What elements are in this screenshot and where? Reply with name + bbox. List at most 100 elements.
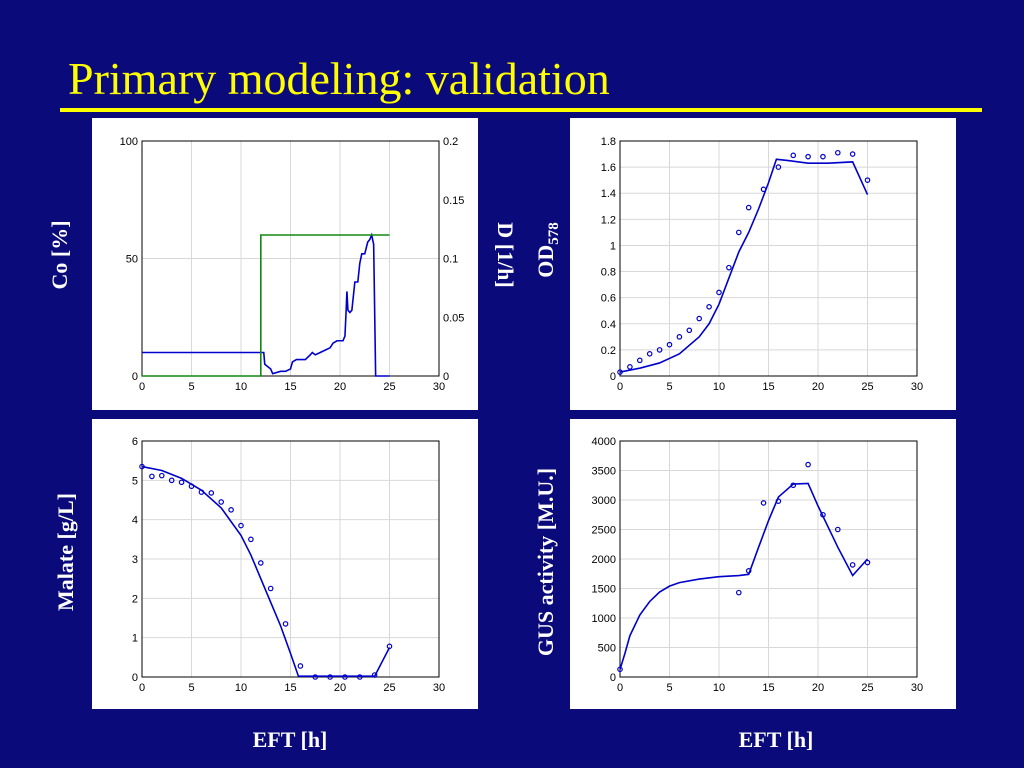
data-point — [218, 499, 225, 505]
y-tick-label: 3500 — [592, 466, 616, 478]
data-point — [834, 526, 841, 533]
x-tick-label: 20 — [812, 381, 824, 393]
y-tick-label: 1.6 — [601, 162, 616, 174]
data-point — [834, 149, 841, 156]
y-tick-label: 500 — [598, 643, 616, 655]
data-point — [617, 369, 623, 375]
data-point — [790, 482, 797, 489]
data-point — [790, 152, 797, 159]
data-point — [864, 559, 871, 566]
data-point — [745, 204, 752, 211]
x-tick-label: 0 — [617, 381, 623, 393]
x-tick-label: 5 — [188, 682, 194, 694]
x-tick-label: 30 — [433, 682, 445, 694]
panel-malate: 0 5 10 15 20 25 30 0 1 2 3 4 5 6 — [92, 419, 478, 709]
data-point — [168, 477, 175, 484]
co-axis-label: Co [%] — [47, 220, 72, 290]
x-tick-label: 25 — [383, 682, 395, 694]
data-point — [716, 289, 722, 296]
data-point — [178, 479, 185, 486]
data-point — [228, 507, 234, 513]
x-tick-label: 25 — [861, 682, 873, 694]
x-tick-label: 25 — [861, 381, 873, 393]
x-tick-label: 5 — [666, 381, 672, 393]
y-tick-label: 0.6 — [601, 293, 616, 305]
data-point — [686, 327, 693, 334]
model-line — [141, 465, 391, 678]
data-point — [775, 498, 782, 504]
panel-gus: 0 5 10 15 20 25 30 0 500 1000 1500 2000 2500 3000 3500… — [570, 419, 956, 709]
data-point — [706, 304, 712, 310]
y2-tick-label: 0.05 — [443, 312, 464, 324]
x-tick-label: 30 — [911, 381, 923, 393]
x-tick-label: 25 — [383, 381, 395, 393]
eft-axis-label-right: EFT [h] — [738, 727, 814, 752]
od578-axis-label: OD578 — [533, 222, 563, 278]
y2-tick-label: 0.1 — [443, 254, 458, 266]
malate-axis-label: Malate [g/L] — [53, 493, 78, 611]
data-point — [312, 674, 319, 680]
data-point — [149, 473, 155, 480]
data-point — [248, 536, 254, 543]
x-tick-label: 0 — [139, 381, 145, 393]
data-point — [386, 643, 393, 650]
data-point — [159, 472, 165, 479]
y-tick-label: 6 — [132, 436, 138, 448]
y2-tick-label: 0.2 — [443, 136, 458, 148]
y-tick-label: 2000 — [592, 554, 616, 566]
series-line-co — [142, 232, 390, 377]
data-point — [745, 568, 752, 574]
y-tick-label: 2500 — [592, 525, 616, 537]
y-tick-label: 4000 — [592, 436, 616, 448]
x-tick-label: 10 — [713, 381, 725, 393]
panel-od578: 0 5 10 15 20 25 30 0 0.2 0.4 0.6 0.8 1 1.2 1.4 1.6 1.8 — [570, 118, 956, 410]
plot-frame — [141, 440, 440, 678]
x-tick-label: 15 — [762, 381, 774, 393]
data-point — [760, 186, 767, 193]
data-point — [805, 461, 811, 468]
model-line — [619, 482, 869, 670]
gus-axis-label: GUS activity [M.U.] — [533, 467, 558, 657]
x-tick-label: 5 — [666, 682, 672, 694]
data-point — [736, 589, 742, 596]
data-point — [208, 490, 215, 496]
x-tick-label: 15 — [284, 682, 296, 694]
x-tick-label: 10 — [713, 682, 725, 694]
y-tick-label: 1000 — [592, 613, 616, 625]
data-point — [637, 357, 643, 364]
eft-axis-label-left: EFT [h] — [252, 727, 328, 752]
od578-chart: 0 5 10 15 20 25 30 0 0.2 0.4 0.6 0.8 1 1.2 1.4 1.6 1.8 — [601, 136, 923, 393]
data-point — [198, 489, 205, 495]
x-tick-label: 30 — [433, 381, 445, 393]
data-point — [864, 177, 871, 183]
y-tick-label: 0.4 — [601, 319, 616, 331]
y-tick-label: 5 — [132, 475, 138, 487]
data-point — [820, 511, 826, 518]
x-tick-label: 20 — [334, 381, 346, 393]
data-point — [238, 522, 244, 529]
plot-frame — [141, 140, 440, 377]
y2-tick-label: 0.15 — [443, 195, 464, 207]
data-point — [356, 674, 363, 680]
data-point — [617, 666, 623, 673]
x-tick-label: 20 — [334, 682, 346, 694]
y-tick-label: 50 — [126, 254, 138, 266]
panel-co-dilution: 0 5 10 15 20 25 30 0 50 100 0 0.05 0.1 0.15 0.2 — [92, 118, 478, 410]
y-tick-label: 0.2 — [601, 345, 616, 357]
data-point — [666, 341, 673, 348]
data-point — [342, 674, 348, 680]
data-point — [267, 585, 274, 592]
y-tick-label: 0 — [132, 672, 138, 684]
malate-chart: 0 5 10 15 20 25 30 0 1 2 3 4 5 6 — [132, 436, 445, 694]
x-tick-label: 15 — [762, 682, 774, 694]
data-point — [726, 264, 732, 271]
gus-chart: 0 5 10 15 20 25 30 0 500 1000 1500 2000 2500 3000 3500… — [592, 436, 924, 694]
plot-frame — [619, 140, 918, 377]
data-point — [646, 351, 653, 357]
series-line-dilution — [142, 234, 390, 377]
y-tick-label: 1 — [610, 240, 616, 252]
dilution-axis-label: D [1/h] — [493, 222, 518, 288]
y-tick-label: 1500 — [592, 584, 616, 596]
y-tick-label: 3 — [132, 554, 138, 566]
